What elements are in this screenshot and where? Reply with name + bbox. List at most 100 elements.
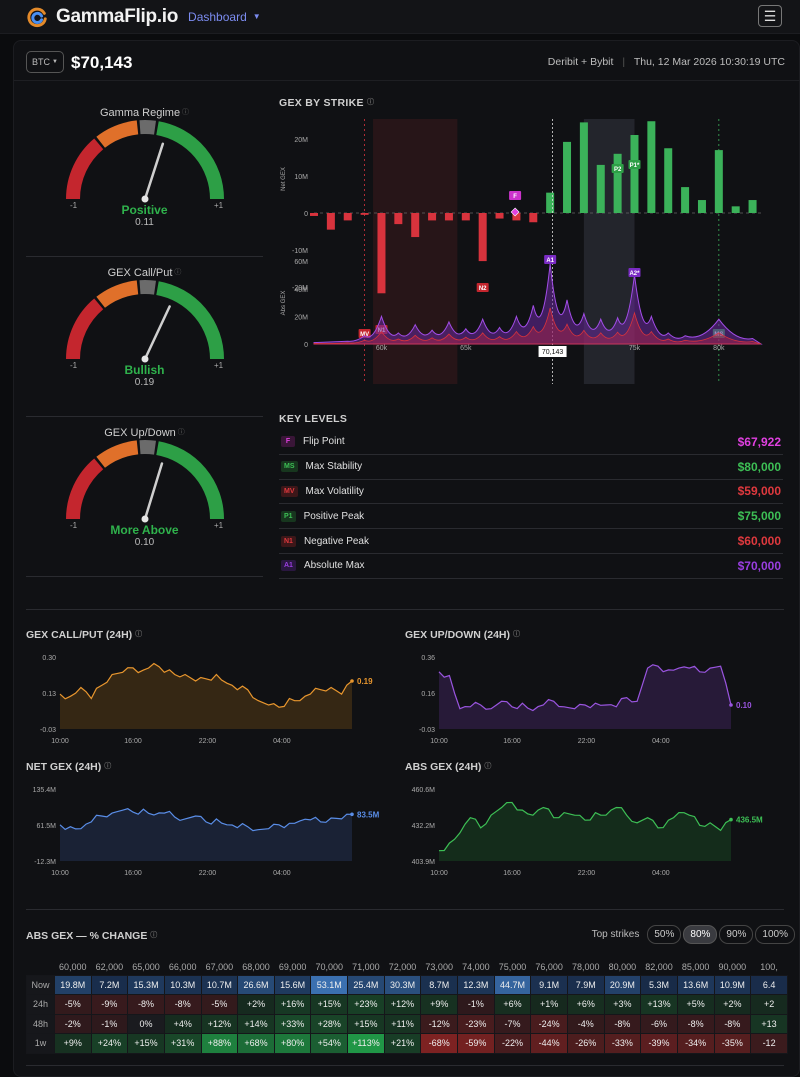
heatmap-cell[interactable]: -12% [420, 1013, 459, 1034]
marker-mv[interactable]: MV [358, 329, 371, 338]
marker-f[interactable]: F [509, 191, 522, 200]
heatmap-cell[interactable]: -23% [457, 1013, 495, 1034]
net-gex-bar[interactable] [714, 150, 723, 213]
heatmap-cell[interactable]: 5.3M [640, 974, 678, 995]
heatmap-cell[interactable]: -12 [750, 1033, 788, 1054]
heatmap-cell[interactable]: +2% [713, 994, 752, 1015]
net-gex-bar[interactable] [546, 192, 555, 213]
info-icon[interactable]: ⓘ [180, 109, 190, 116]
coin-selector[interactable]: BTC ▼ [26, 51, 64, 73]
dashboard-nav-link[interactable]: Dashboard [188, 9, 247, 24]
heatmap-cell[interactable]: +28% [310, 1013, 349, 1034]
net-gex-bar[interactable] [681, 187, 690, 213]
heatmap-cell[interactable]: -7% [493, 1013, 532, 1034]
heatmap-cell[interactable]: +31% [163, 1033, 202, 1054]
flip-point-diamond[interactable] [510, 207, 520, 217]
info-icon[interactable]: ⓘ [150, 932, 158, 939]
gex-up-down-24h-chart[interactable]: 0.36 0.16 -0.03 10:00 16:00 22:00 04:00 0.10 [405, 645, 775, 753]
marker-p2[interactable]: P2 [611, 164, 624, 173]
heatmap-cell[interactable]: +13% [640, 994, 678, 1015]
heatmap-cell[interactable]: 9.1M [530, 974, 568, 995]
heatmap-cell[interactable]: +2% [237, 994, 275, 1015]
info-icon[interactable]: ⓘ [104, 763, 112, 770]
heatmap-cell[interactable]: 53.1M [310, 974, 349, 995]
heatmap-cell[interactable]: +88% [200, 1033, 239, 1054]
marker-a1[interactable]: A1 [544, 255, 557, 264]
heatmap-cell[interactable]: -44% [530, 1033, 568, 1054]
heatmap-cell[interactable]: 10.7M [200, 974, 239, 995]
abs-gex-area[interactable] [313, 263, 763, 345]
heatmap-cell[interactable]: +33% [273, 1013, 312, 1034]
heatmap-cell[interactable]: +113% [347, 1033, 385, 1054]
marker-a2[interactable]: A2* [628, 268, 641, 277]
heatmap-cell[interactable]: +13 [750, 1013, 788, 1034]
info-icon[interactable]: ⓘ [135, 631, 143, 638]
heatmap-cell[interactable]: +16% [273, 994, 312, 1015]
net-gex-bar[interactable] [394, 213, 403, 225]
net-gex-bar[interactable] [613, 153, 622, 213]
top-strikes-80-button[interactable]: 80% [683, 925, 718, 944]
heatmap-cell[interactable]: 15.3M [127, 974, 165, 995]
net-gex-bar[interactable] [596, 164, 605, 213]
heatmap-cell[interactable]: -6% [640, 1013, 678, 1034]
chevron-down-icon[interactable]: ▼ [252, 12, 261, 21]
heatmap-cell[interactable]: +15% [347, 1013, 385, 1034]
heatmap-cell[interactable]: -8% [603, 1013, 642, 1034]
top-strikes-50-button[interactable]: 50% [647, 925, 682, 944]
heatmap-cell[interactable]: 10.3M [163, 974, 202, 995]
heatmap-cell[interactable]: +21% [383, 1033, 422, 1054]
hamburger-menu-button[interactable]: ☰ [758, 5, 782, 27]
heatmap-cell[interactable]: +12% [383, 994, 422, 1015]
info-icon[interactable]: ⓘ [175, 429, 185, 436]
net-gex-bar[interactable] [529, 213, 538, 223]
heatmap-cell[interactable]: -39% [640, 1033, 678, 1054]
heatmap-cell[interactable]: 19.8M [53, 974, 92, 995]
heatmap-cell[interactable]: -24% [530, 1013, 568, 1034]
mini-chart-line[interactable] [438, 664, 732, 712]
heatmap-cell[interactable]: 15.6M [273, 974, 312, 995]
info-icon[interactable]: ⓘ [512, 631, 520, 638]
heatmap-cell[interactable]: +80% [273, 1033, 312, 1054]
heatmap-cell[interactable]: +54% [310, 1033, 349, 1054]
net-gex-bar[interactable] [478, 213, 487, 262]
heatmap-cell[interactable]: 26.6M [237, 974, 275, 995]
heatmap-cell[interactable]: +5% [676, 994, 715, 1015]
heatmap-cell[interactable]: -4% [566, 1013, 605, 1034]
info-icon[interactable]: ⓘ [484, 763, 492, 770]
info-icon[interactable]: ⓘ [172, 269, 182, 276]
net-gex-bar[interactable] [411, 213, 420, 238]
abs-gex-24h-chart[interactable]: 460.6M 432.2M 403.9M 10:00 16:00 22:00 04:00 43… [405, 777, 775, 885]
heatmap-cell[interactable]: -1% [90, 1013, 129, 1034]
net-gex-bar[interactable] [360, 213, 369, 215]
heatmap-cell[interactable]: +23% [347, 994, 385, 1015]
heatmap-cell[interactable]: +9% [53, 1033, 92, 1054]
heatmap-cell[interactable]: +11% [383, 1013, 422, 1034]
heatmap-cell[interactable]: -33% [603, 1033, 642, 1054]
heatmap-cell[interactable]: +15% [310, 994, 349, 1015]
heatmap-cell[interactable]: -5% [200, 994, 239, 1015]
heatmap-cell[interactable]: -8% [163, 994, 202, 1015]
heatmap-cell[interactable]: 8.7M [420, 974, 459, 995]
net-gex-bar[interactable] [444, 213, 453, 221]
heatmap-cell[interactable]: 13.6M [676, 974, 715, 995]
net-gex-bar[interactable] [343, 213, 352, 221]
mini-chart-line[interactable] [59, 662, 353, 708]
heatmap-cell[interactable]: -8% [127, 994, 165, 1015]
heatmap-cell[interactable]: 10.9M [713, 974, 752, 995]
heatmap-cell[interactable]: +1% [530, 994, 568, 1015]
net-gex-bar[interactable] [731, 206, 740, 213]
net-gex-bar[interactable] [664, 148, 673, 213]
heatmap-cell[interactable]: -26% [566, 1033, 605, 1054]
heatmap-cell[interactable]: 30.3M [383, 974, 422, 995]
heatmap-cell[interactable]: +3% [603, 994, 642, 1015]
net-gex-24h-chart[interactable]: 135.4M 61.5M -12.3M 10:00 16:00 22:00 04:00 83.… [26, 777, 396, 885]
marker-p1[interactable]: P1* [628, 160, 641, 169]
net-gex-bar[interactable] [428, 213, 437, 221]
heatmap-cell[interactable]: -1% [457, 994, 495, 1015]
net-gex-bar[interactable] [310, 213, 318, 216]
info-icon[interactable]: ⓘ [367, 99, 375, 106]
marker-n2[interactable]: N2 [476, 283, 489, 292]
net-gex-bar[interactable] [579, 122, 588, 213]
net-gex-bar[interactable] [647, 121, 656, 213]
